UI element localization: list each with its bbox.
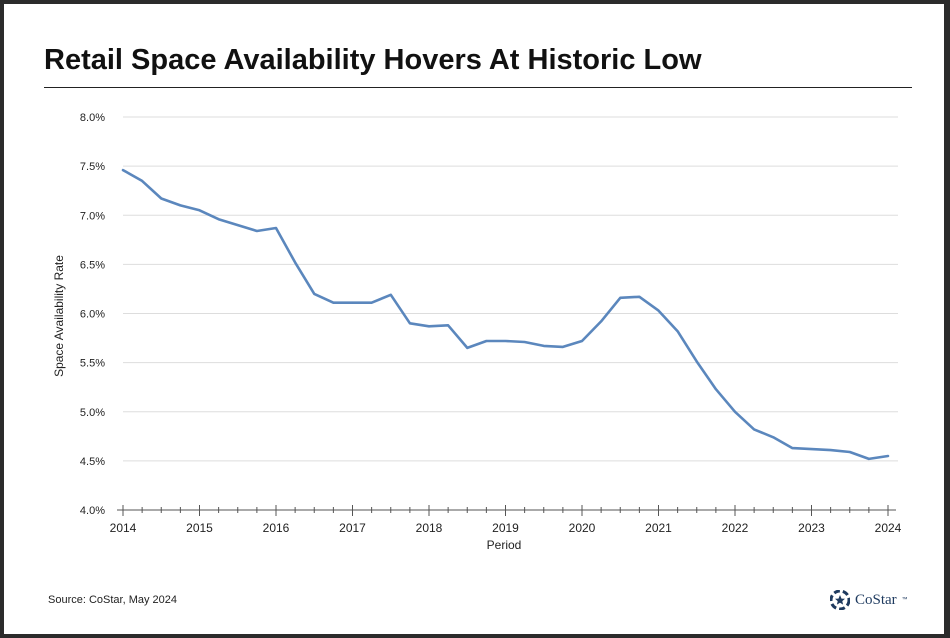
y-tick-label: 8.0% bbox=[80, 112, 105, 124]
x-tick-label: 2024 bbox=[875, 521, 902, 535]
series-point bbox=[734, 411, 736, 413]
series-point bbox=[409, 322, 411, 324]
series-point bbox=[677, 330, 679, 332]
y-axis-label: Space Availability Rate bbox=[52, 255, 66, 377]
series-point bbox=[447, 324, 449, 326]
y-tick-label: 5.0% bbox=[80, 407, 105, 419]
gridlines bbox=[123, 116, 898, 462]
series-point bbox=[715, 388, 717, 390]
series-point bbox=[390, 294, 392, 296]
source-note: Source: CoStar, May 2024 bbox=[48, 594, 178, 606]
x-tick-label: 2020 bbox=[569, 521, 596, 535]
chart-card: Retail Space Availability Hovers At Hist… bbox=[4, 4, 944, 634]
x-tick-label: 2021 bbox=[645, 521, 672, 535]
y-tick-labels: 4.0% 4.5% 5.0% 5.5% 6.0% 6.5% 7.0% 7.5% 8.0% bbox=[80, 112, 105, 517]
series-point bbox=[141, 180, 143, 182]
series-point bbox=[887, 455, 889, 457]
x-tick-label: 2023 bbox=[798, 521, 825, 535]
title-divider bbox=[44, 87, 912, 88]
y-tick-label: 6.0% bbox=[80, 309, 105, 321]
x-tick-label: 2014 bbox=[110, 521, 137, 535]
costar-logo-icon bbox=[830, 590, 850, 610]
costar-logo: CoStar ™ bbox=[830, 590, 908, 610]
series-point bbox=[371, 302, 373, 304]
series-point bbox=[581, 340, 583, 342]
series-point bbox=[753, 428, 755, 431]
y-tick-label: 6.5% bbox=[80, 259, 105, 271]
series-point bbox=[696, 361, 698, 363]
series-point bbox=[772, 436, 774, 438]
x-axis-label: Period bbox=[487, 538, 522, 552]
series-point bbox=[179, 204, 181, 207]
series-point bbox=[466, 347, 468, 349]
series-point bbox=[313, 293, 315, 295]
series-point bbox=[275, 227, 277, 229]
series-line bbox=[121, 168, 890, 461]
trademark-mark: ™ bbox=[901, 597, 908, 603]
x-tick-label: 2018 bbox=[416, 521, 443, 535]
series-point bbox=[619, 297, 621, 299]
series-point bbox=[543, 345, 545, 347]
x-tick-labels: 2014 2015 2016 2017 2018 2019 2020 2021 2022 2023… bbox=[110, 521, 902, 535]
series-point bbox=[638, 296, 640, 298]
y-tick-label: 7.0% bbox=[80, 210, 105, 222]
chart-title: Retail Space Availability Hovers At Hist… bbox=[44, 44, 702, 76]
series-point bbox=[791, 447, 793, 449]
series-point bbox=[830, 449, 832, 451]
series-point bbox=[524, 341, 526, 343]
line-chart: 4.0% 4.5% 5.0% 5.5% 6.0% 6.5% 7.0% 7.5% 8.0% 201… bbox=[52, 112, 902, 552]
y-tick-label: 4.0% bbox=[80, 505, 105, 517]
series-point bbox=[198, 209, 201, 211]
series-layer bbox=[121, 168, 890, 461]
x-tick-label: 2017 bbox=[339, 521, 366, 535]
series-point bbox=[657, 309, 660, 312]
series-point bbox=[504, 340, 507, 342]
x-tick-label: 2015 bbox=[186, 521, 213, 535]
series-point bbox=[600, 320, 602, 322]
axes bbox=[117, 505, 896, 516]
series-point bbox=[849, 451, 851, 453]
series-point bbox=[810, 448, 813, 450]
series-point bbox=[160, 197, 162, 200]
x-tick-label: 2019 bbox=[492, 521, 519, 535]
series-point bbox=[332, 302, 334, 304]
x-tick-label: 2022 bbox=[722, 521, 749, 535]
series-point bbox=[351, 302, 354, 304]
y-tick-label: 7.5% bbox=[80, 161, 105, 173]
y-tick-label: 5.5% bbox=[80, 358, 105, 370]
series-point bbox=[294, 261, 296, 264]
series-point bbox=[428, 325, 430, 327]
series-point bbox=[868, 458, 870, 460]
series-point bbox=[485, 340, 487, 342]
y-tick-label: 4.5% bbox=[80, 456, 105, 468]
series-point bbox=[218, 218, 220, 220]
series-point bbox=[256, 230, 258, 232]
series-point bbox=[562, 346, 564, 348]
costar-logo-text: CoStar bbox=[855, 591, 897, 608]
series-point bbox=[237, 224, 239, 226]
x-tick-label: 2016 bbox=[263, 521, 290, 535]
series-point bbox=[122, 169, 124, 171]
